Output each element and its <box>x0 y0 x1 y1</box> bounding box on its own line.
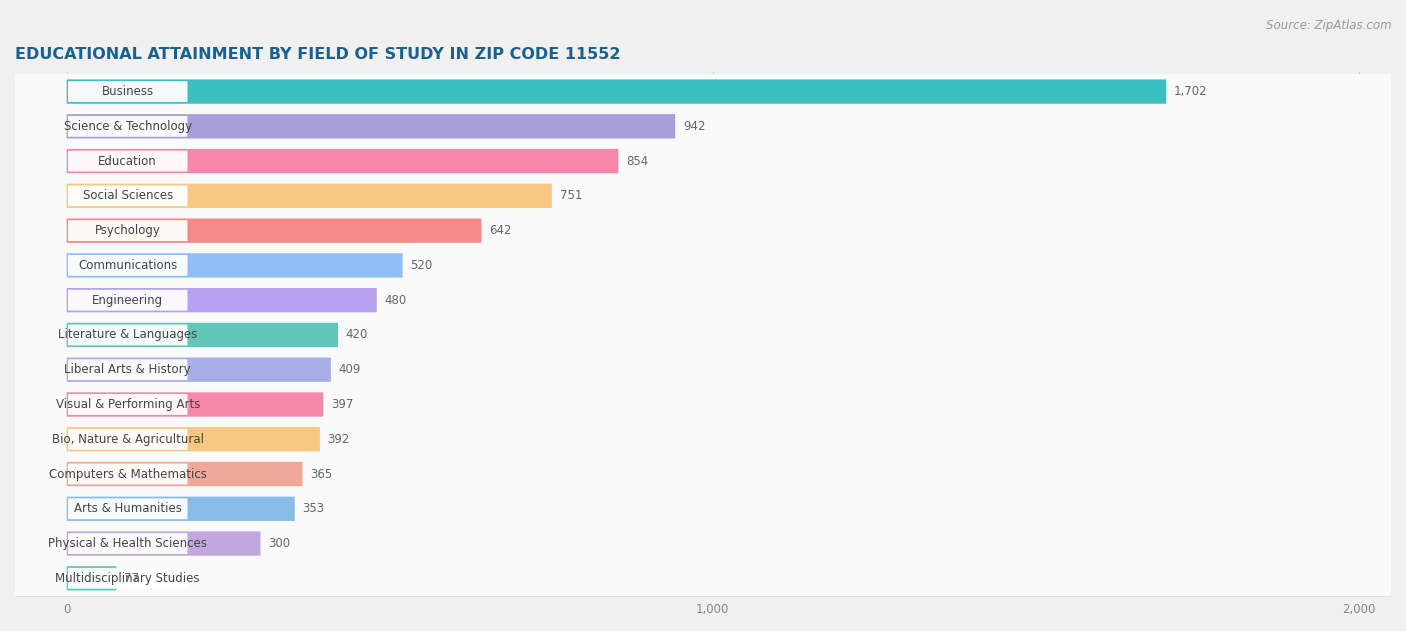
FancyBboxPatch shape <box>66 253 402 278</box>
FancyBboxPatch shape <box>67 498 187 519</box>
FancyBboxPatch shape <box>66 392 323 416</box>
FancyBboxPatch shape <box>15 561 1391 596</box>
Text: 854: 854 <box>626 155 648 168</box>
FancyBboxPatch shape <box>15 248 1391 283</box>
Text: 300: 300 <box>269 537 291 550</box>
Text: 480: 480 <box>384 293 406 307</box>
FancyBboxPatch shape <box>67 220 187 241</box>
Text: Communications: Communications <box>79 259 177 272</box>
FancyBboxPatch shape <box>67 429 187 450</box>
FancyBboxPatch shape <box>15 74 1391 109</box>
FancyBboxPatch shape <box>15 457 1391 492</box>
FancyBboxPatch shape <box>66 80 1166 103</box>
FancyBboxPatch shape <box>15 422 1391 457</box>
FancyBboxPatch shape <box>67 324 187 345</box>
FancyBboxPatch shape <box>66 218 481 243</box>
FancyBboxPatch shape <box>67 186 187 206</box>
FancyBboxPatch shape <box>15 352 1391 387</box>
FancyBboxPatch shape <box>66 427 321 451</box>
FancyBboxPatch shape <box>15 387 1391 422</box>
Text: 77: 77 <box>124 572 139 585</box>
FancyBboxPatch shape <box>66 462 302 486</box>
Text: Source: ZipAtlas.com: Source: ZipAtlas.com <box>1267 19 1392 32</box>
FancyBboxPatch shape <box>67 81 187 102</box>
FancyBboxPatch shape <box>67 290 187 310</box>
Text: Social Sciences: Social Sciences <box>83 189 173 203</box>
FancyBboxPatch shape <box>66 149 619 174</box>
Text: Visual & Performing Arts: Visual & Performing Arts <box>56 398 200 411</box>
Text: Arts & Humanities: Arts & Humanities <box>73 502 181 516</box>
Text: Literature & Languages: Literature & Languages <box>58 329 197 341</box>
Text: Science & Technology: Science & Technology <box>63 120 191 133</box>
Text: 751: 751 <box>560 189 582 203</box>
FancyBboxPatch shape <box>15 213 1391 248</box>
Text: Physical & Health Sciences: Physical & Health Sciences <box>48 537 207 550</box>
FancyBboxPatch shape <box>15 526 1391 561</box>
Text: Education: Education <box>98 155 157 168</box>
Text: 520: 520 <box>411 259 433 272</box>
Text: 420: 420 <box>346 329 368 341</box>
FancyBboxPatch shape <box>67 255 187 276</box>
FancyBboxPatch shape <box>66 497 295 521</box>
Text: Business: Business <box>101 85 153 98</box>
Text: Computers & Mathematics: Computers & Mathematics <box>49 468 207 481</box>
FancyBboxPatch shape <box>66 566 117 591</box>
FancyBboxPatch shape <box>66 323 337 347</box>
Text: 942: 942 <box>683 120 706 133</box>
Text: 1,702: 1,702 <box>1174 85 1208 98</box>
FancyBboxPatch shape <box>67 568 187 589</box>
FancyBboxPatch shape <box>66 531 260 556</box>
FancyBboxPatch shape <box>66 288 377 312</box>
Text: 392: 392 <box>328 433 350 445</box>
FancyBboxPatch shape <box>66 358 330 382</box>
FancyBboxPatch shape <box>67 116 187 137</box>
FancyBboxPatch shape <box>15 317 1391 352</box>
FancyBboxPatch shape <box>66 114 675 138</box>
FancyBboxPatch shape <box>15 144 1391 179</box>
FancyBboxPatch shape <box>67 394 187 415</box>
Text: 365: 365 <box>311 468 332 481</box>
Text: Psychology: Psychology <box>94 224 160 237</box>
Text: Bio, Nature & Agricultural: Bio, Nature & Agricultural <box>52 433 204 445</box>
Text: 397: 397 <box>330 398 353 411</box>
Text: EDUCATIONAL ATTAINMENT BY FIELD OF STUDY IN ZIP CODE 11552: EDUCATIONAL ATTAINMENT BY FIELD OF STUDY… <box>15 47 620 62</box>
FancyBboxPatch shape <box>67 359 187 380</box>
FancyBboxPatch shape <box>15 283 1391 317</box>
Text: Multidisciplinary Studies: Multidisciplinary Studies <box>55 572 200 585</box>
FancyBboxPatch shape <box>67 533 187 554</box>
Text: Liberal Arts & History: Liberal Arts & History <box>65 363 191 376</box>
Text: 409: 409 <box>339 363 361 376</box>
FancyBboxPatch shape <box>66 184 551 208</box>
FancyBboxPatch shape <box>67 464 187 485</box>
FancyBboxPatch shape <box>15 179 1391 213</box>
FancyBboxPatch shape <box>15 109 1391 144</box>
Text: 642: 642 <box>489 224 512 237</box>
FancyBboxPatch shape <box>67 151 187 172</box>
Text: Engineering: Engineering <box>93 293 163 307</box>
FancyBboxPatch shape <box>15 492 1391 526</box>
Text: 353: 353 <box>302 502 325 516</box>
